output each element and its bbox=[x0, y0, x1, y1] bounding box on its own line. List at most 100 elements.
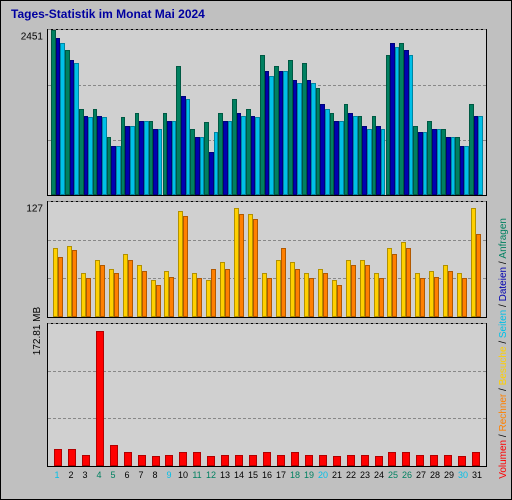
xlabel-day: 6 bbox=[120, 470, 134, 480]
xlabel-day: 8 bbox=[148, 470, 162, 480]
bar-volumen bbox=[472, 452, 480, 466]
bar-rechner bbox=[128, 260, 133, 318]
xlabel-day: 31 bbox=[470, 470, 484, 480]
xlabel-day: 13 bbox=[218, 470, 232, 480]
bar-rechner bbox=[351, 265, 356, 317]
bar-rechner bbox=[197, 278, 202, 317]
bar-rechner bbox=[448, 271, 453, 317]
bar-volumen bbox=[444, 455, 452, 466]
xlabel-day: 22 bbox=[344, 470, 358, 480]
xlabel-day: 3 bbox=[78, 470, 92, 480]
bar-rechner bbox=[142, 271, 147, 317]
bar-volumen bbox=[152, 456, 160, 466]
bar-volumen bbox=[319, 455, 327, 466]
bar-rechner bbox=[323, 273, 328, 317]
panel-volumen bbox=[47, 323, 487, 467]
xlabel-day: 9 bbox=[162, 470, 176, 480]
legend-volumen: Volumen bbox=[498, 440, 509, 479]
xlabel-day: 11 bbox=[190, 470, 204, 480]
xlabel-day: 23 bbox=[358, 470, 372, 480]
xlabel-day: 18 bbox=[288, 470, 302, 480]
legend: Volumen / Rechner / Besuche / Seiten / D… bbox=[498, 218, 509, 479]
bar-volumen bbox=[82, 455, 90, 466]
bar-volumen bbox=[361, 455, 369, 466]
bar-rechner bbox=[239, 214, 244, 318]
xlabel-day: 2 bbox=[64, 470, 78, 480]
bar-volumen bbox=[54, 449, 62, 466]
bar-volumen bbox=[277, 455, 285, 466]
bar-rechner bbox=[379, 278, 384, 317]
bar-volumen bbox=[402, 452, 410, 466]
xlabel-day: 21 bbox=[330, 470, 344, 480]
xlabel-day: 25 bbox=[386, 470, 400, 480]
bar-volumen bbox=[96, 331, 104, 466]
bar-rechner bbox=[58, 257, 63, 317]
bar-volumen bbox=[263, 452, 271, 466]
chart-title: Tages-Statistik im Monat Mai 2024 bbox=[11, 7, 205, 21]
bar-volumen bbox=[179, 452, 187, 466]
bar-seiten bbox=[478, 116, 483, 195]
xlabel-day: 29 bbox=[442, 470, 456, 480]
bar-rechner bbox=[253, 219, 258, 317]
bar-rechner bbox=[169, 277, 174, 317]
legend-anfragen: Anfragen bbox=[498, 218, 509, 259]
chart-area bbox=[47, 29, 487, 479]
xlabel-day: 26 bbox=[400, 470, 414, 480]
ylabel-top: 2451 bbox=[21, 32, 43, 43]
xlabel-day: 16 bbox=[260, 470, 274, 480]
bar-rechner bbox=[114, 273, 119, 317]
bar-volumen bbox=[235, 455, 243, 466]
legend-dateien: Dateien bbox=[498, 267, 509, 301]
xlabel-day: 14 bbox=[232, 470, 246, 480]
bar-rechner bbox=[267, 278, 272, 317]
bar-rechner bbox=[337, 285, 342, 317]
bar-volumen bbox=[388, 452, 396, 466]
chart-frame: Tages-Statistik im Monat Mai 2024 2451 1… bbox=[0, 0, 512, 500]
xlabel-day: 7 bbox=[134, 470, 148, 480]
xlabel-day: 10 bbox=[176, 470, 190, 480]
legend-seiten: Seiten bbox=[498, 310, 509, 338]
bar-rechner bbox=[72, 250, 77, 317]
bar-rechner bbox=[392, 254, 397, 317]
bar-volumen bbox=[138, 455, 146, 466]
bar-rechner bbox=[86, 278, 91, 317]
bar-volumen bbox=[416, 455, 424, 466]
bar-rechner bbox=[225, 269, 230, 317]
bar-volumen bbox=[458, 456, 466, 466]
bar-rechner bbox=[434, 277, 439, 317]
bar-volumen bbox=[221, 455, 229, 466]
legend-rechner: Rechner bbox=[498, 394, 509, 432]
legend-besuche: Besuche bbox=[498, 347, 509, 386]
bar-rechner bbox=[295, 269, 300, 317]
xlabel-day: 1 bbox=[50, 470, 64, 480]
ylabel-bottom: 172.81 MB bbox=[32, 307, 43, 355]
xlabel-day: 27 bbox=[414, 470, 428, 480]
bar-rechner bbox=[420, 278, 425, 317]
bar-rechner bbox=[281, 248, 286, 317]
xlabel-day: 30 bbox=[456, 470, 470, 480]
bar-volumen bbox=[430, 455, 438, 466]
panel-anfragen bbox=[47, 29, 487, 196]
bar-volumen bbox=[347, 455, 355, 466]
xlabel-day: 17 bbox=[274, 470, 288, 480]
xlabel-day: 5 bbox=[106, 470, 120, 480]
bar-rechner bbox=[462, 278, 467, 317]
bar-volumen bbox=[291, 452, 299, 466]
bar-rechner bbox=[211, 269, 216, 317]
bar-volumen bbox=[333, 456, 341, 466]
bar-volumen bbox=[305, 455, 313, 466]
x-axis-labels: 1234567891011121314151617181920212223242… bbox=[47, 470, 487, 480]
bar-volumen bbox=[110, 445, 118, 466]
xlabel-day: 24 bbox=[372, 470, 386, 480]
bar-rechner bbox=[365, 265, 370, 317]
bar-rechner bbox=[183, 216, 188, 317]
bar-volumen bbox=[124, 452, 132, 466]
bar-volumen bbox=[68, 449, 76, 466]
xlabel-day: 12 bbox=[204, 470, 218, 480]
bar-volumen bbox=[375, 456, 383, 466]
bar-rechner bbox=[406, 248, 411, 317]
xlabel-day: 20 bbox=[316, 470, 330, 480]
xlabel-day: 28 bbox=[428, 470, 442, 480]
xlabel-day: 15 bbox=[246, 470, 260, 480]
panel-besuche bbox=[47, 201, 487, 318]
